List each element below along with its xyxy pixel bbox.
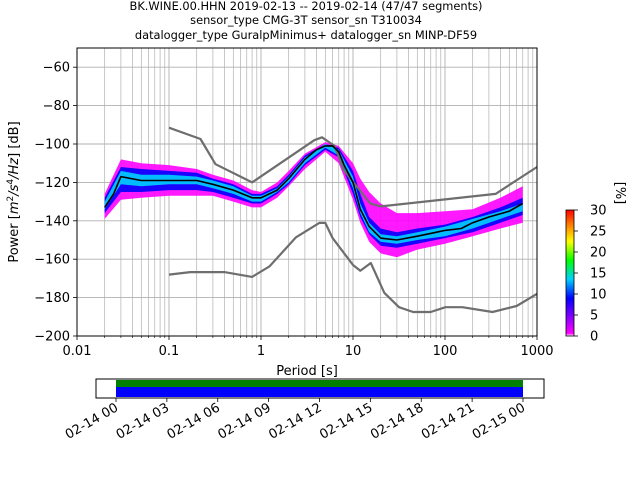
colorbar-ticks: 0 5 10 15 20 25 30 [574, 204, 607, 345]
timeline-tick-label: 02-14 09 [216, 400, 274, 442]
timeline-tick-label: 02-14 00 [63, 400, 121, 442]
colorbar-tick-label: 25 [590, 225, 607, 240]
y-tick-label: −180 [34, 291, 70, 306]
x-axis-ticks: 0.01 0.1 1 10 100 1000 [63, 336, 554, 359]
density-band-spread [104, 142, 523, 258]
title-line-3: datalogger_type GuralpMinimus+ datalogge… [135, 28, 477, 42]
x-tick-label: 1000 [520, 344, 553, 359]
timeline-tick-label: 02-14 12 [266, 400, 324, 442]
title-line-2: sensor_type CMG-3T sensor_sn T310034 [190, 13, 422, 27]
mean-psd-line [104, 145, 524, 241]
title-line-1: BK.WINE.00.HHN 2019-02-13 -- 2019-02-14 … [130, 0, 483, 13]
timeline-coverage-green [116, 380, 523, 387]
colorbar-tick-label: 0 [590, 330, 598, 345]
colorbar-tick-label: 5 [590, 309, 598, 324]
colorbar-gradient [565, 209, 575, 337]
chart-title: BK.WINE.00.HHN 2019-02-13 -- 2019-02-14 … [130, 0, 483, 42]
x-tick-label: 0.01 [63, 344, 92, 359]
colorbar: 0 5 10 15 20 25 30 [%] [565, 182, 627, 345]
timeline-coverage-blue [116, 387, 523, 397]
x-tick-label: 10 [345, 344, 362, 359]
y-tick-label: −120 [34, 176, 70, 191]
low-noise-model-line [168, 221, 537, 314]
colorbar-tick-label: 15 [590, 267, 607, 282]
y-tick-label: −140 [34, 214, 70, 229]
y-axis-label: Power [m2/s4/Hz] [dB] [6, 121, 22, 262]
timeline-tick-label: 02-14 15 [317, 400, 375, 442]
noise-models [104, 126, 537, 314]
y-tick-label: −100 [34, 138, 70, 153]
y-tick-label: −60 [43, 61, 70, 76]
colorbar-tick-label: 10 [590, 288, 607, 303]
colorbar-tick-label: 30 [590, 204, 607, 219]
timeline-tick-label: 02-15 00 [470, 400, 528, 442]
timeline-tick-label: 02-14 06 [165, 400, 223, 442]
x-axis-label: Period [s] [276, 364, 338, 379]
x-tick-label: 0.1 [159, 344, 180, 359]
y-tick-label: −80 [43, 99, 70, 114]
colorbar-tick-label: 20 [590, 246, 607, 261]
psd-density [104, 142, 523, 258]
timeline-tick-label: 02-14 18 [368, 400, 426, 442]
x-tick-label: 1 [257, 344, 265, 359]
x-tick-label: 100 [433, 344, 458, 359]
y-tick-label: −160 [34, 253, 70, 268]
colorbar-label: [%] [612, 182, 627, 205]
timeline-tick-label: 02-14 21 [419, 400, 477, 442]
timeline-tick-label: 02-14 03 [114, 400, 172, 442]
high-noise-model-line [168, 126, 537, 208]
y-axis-ticks: −60 −80 −100 −120 −140 −160 −180 −200 [34, 61, 77, 345]
y-tick-label: −200 [34, 330, 70, 345]
plot-frame [76, 47, 538, 337]
